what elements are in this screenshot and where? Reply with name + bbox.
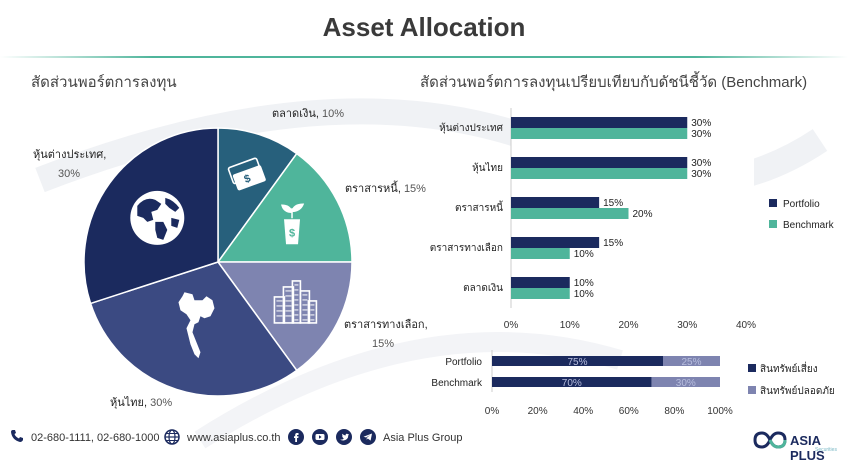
stacked-x-tick-label: 100% [707, 406, 733, 417]
logo-text: ASIA PLUS [790, 433, 825, 463]
stacked-value-label: 30% [676, 378, 696, 389]
bar-value-label: 10% [574, 278, 594, 289]
stacked-category-label: Benchmark [431, 378, 483, 389]
bar-x-tick-label: 10% [560, 320, 580, 331]
stacked-value-label: 70% [562, 378, 582, 389]
svg-text:$: $ [289, 227, 295, 239]
bar-value-label: 30% [691, 169, 711, 180]
pie-label-alternatives: ตราสารทางเลือก, 15% [344, 319, 428, 350]
twitter-icon[interactable] [336, 429, 352, 448]
bar-x-tick-label: 30% [677, 320, 697, 331]
pie-label-money-market: ตลาดเงิน, 10% [272, 108, 345, 120]
pie-label-foreign-equity: หุ้นต่างประเทศ, 30% [33, 149, 107, 180]
footer: 02-680-1111, 02-680-1000 www.asiaplus.co… [0, 426, 848, 456]
asia-plus-logo [752, 429, 788, 456]
bar-portfolio [511, 197, 600, 208]
bar-x-tick-label: 40% [736, 320, 756, 331]
bar-portfolio [511, 157, 688, 168]
title-divider [0, 56, 848, 58]
bar-benchmark [511, 128, 688, 139]
bar-subtitle: สัดส่วนพอร์ตการลงทุนเปรียบเทียบกับดัชนีช… [420, 74, 808, 91]
stacked-value-label: 25% [681, 357, 701, 368]
pie-subtitle: สัดส่วนพอร์ตการลงทุน [31, 74, 177, 91]
bar-category-label: หุ้นต่างประเทศ [439, 122, 504, 134]
stacked-bar-segment [663, 356, 720, 366]
bar-value-label: 15% [603, 198, 623, 209]
svg-text:$: $ [243, 173, 253, 186]
bar-benchmark [511, 168, 688, 179]
footer-phone: 02-680-1111, 02-680-1000 [31, 432, 160, 444]
bar-value-label: 10% [574, 249, 594, 260]
bar-legend-label: Portfolio [783, 199, 820, 210]
pie-label-bonds: ตราสารหนี้, 15% [345, 183, 426, 195]
telegram-icon[interactable] [360, 429, 376, 448]
stacked-x-tick-label: 0% [485, 406, 500, 417]
stacked-bar-segment [492, 377, 652, 387]
stacked-legend-swatch [748, 364, 756, 372]
stacked-x-tick-label: 40% [573, 406, 593, 417]
bar-category-label: ตราสารหนี้ [455, 200, 504, 214]
bar-legend-label: Benchmark [783, 220, 835, 231]
youtube-icon[interactable] [312, 429, 328, 448]
stacked-legend-label: สินทรัพย์ปลอดภัย [760, 385, 835, 397]
bar-value-label: 20% [633, 209, 653, 220]
facebook-icon[interactable] [288, 429, 304, 448]
stacked-legend-swatch [748, 386, 756, 394]
bar-x-tick-label: 0% [504, 320, 519, 331]
pie-slice [217, 127, 298, 265]
bar-benchmark [511, 288, 570, 299]
stacked-value-label: 75% [567, 357, 587, 368]
stacked-bar-segment [651, 377, 720, 387]
bar-benchmark [511, 248, 570, 259]
stacked-bar-segment [492, 356, 663, 366]
money-icon: $ [227, 157, 266, 191]
bar-category-label: หุ้นไทย [472, 162, 503, 174]
bar-legend-swatch [769, 220, 777, 228]
bar-category-label: ตลาดเงิน [463, 283, 503, 294]
pie-label-thai-equity: หุ้นไทย, 30% [110, 397, 173, 409]
bar-portfolio [511, 237, 600, 248]
bar-x-tick-label: 20% [618, 320, 638, 331]
bar-value-label: 30% [691, 158, 711, 169]
bar-benchmark [511, 208, 629, 219]
bar-legend-swatch [769, 199, 777, 207]
stacked-category-label: Portfolio [445, 357, 482, 368]
buildings-icon [273, 280, 318, 324]
background-swirl [194, 332, 623, 449]
bar-value-label: 30% [691, 118, 711, 129]
thailand-map-icon [178, 292, 215, 359]
logo-subtext: Securities [815, 447, 837, 453]
bar-portfolio [511, 117, 688, 128]
footer-social[interactable]: Asia Plus Group [383, 432, 463, 444]
page-title: Asset Allocation [322, 12, 526, 42]
globe-icon [130, 190, 185, 245]
bar-value-label: 10% [574, 289, 594, 300]
pie-slice [89, 261, 298, 397]
bar-category-label: ตราสารทางเลือก [430, 242, 503, 254]
stacked-x-tick-label: 80% [664, 406, 684, 417]
bar-value-label: 15% [603, 238, 623, 249]
bar-value-label: 30% [691, 129, 711, 140]
phone-icon [10, 429, 24, 446]
stacked-x-tick-label: 20% [528, 406, 548, 417]
globe-web-icon [164, 429, 180, 448]
footer-website[interactable]: www.asiaplus.co.th [187, 432, 281, 444]
bar-portfolio [511, 277, 570, 288]
stacked-x-tick-label: 60% [619, 406, 639, 417]
plant-money-icon: $ [281, 203, 305, 245]
stacked-legend-label: สินทรัพย์เสี่ยง [760, 361, 818, 375]
